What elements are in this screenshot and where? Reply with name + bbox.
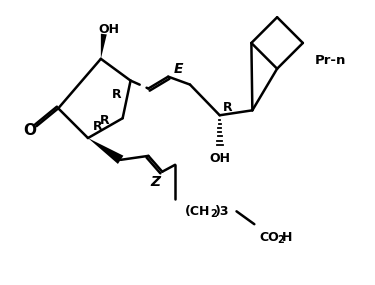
Text: H: H (282, 231, 292, 244)
Text: CO: CO (259, 231, 279, 244)
Text: R: R (112, 88, 122, 101)
Text: (CH: (CH (185, 205, 210, 218)
Text: 2: 2 (277, 235, 284, 245)
Text: OH: OH (98, 23, 119, 36)
Polygon shape (88, 138, 123, 164)
Text: R: R (223, 101, 232, 114)
Text: )3: )3 (215, 205, 229, 218)
Text: R: R (100, 114, 109, 127)
Text: E: E (173, 62, 183, 76)
Text: Z: Z (150, 175, 160, 189)
Polygon shape (101, 34, 107, 59)
Text: 2: 2 (210, 209, 216, 219)
Text: OH: OH (209, 152, 230, 165)
Text: Pr-n: Pr-n (315, 54, 346, 67)
Text: R: R (93, 120, 103, 133)
Text: O: O (23, 123, 36, 138)
